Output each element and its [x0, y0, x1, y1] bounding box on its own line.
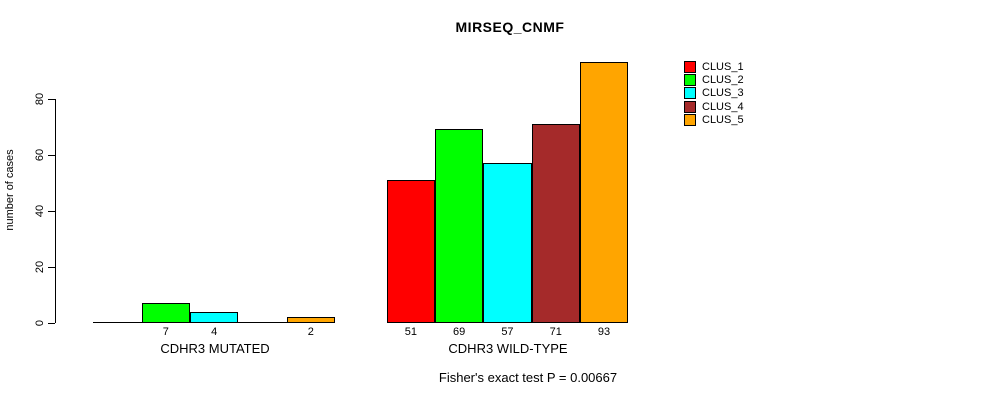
bar-value-label: 7 [162, 326, 169, 338]
legend: CLUS_1 CLUS_2 CLUS_3 CLUS_4 CLUS_5 [684, 60, 744, 126]
bar-clus_5-group2 [579, 62, 629, 323]
bar-clus_2-group1 [141, 303, 190, 323]
y-axis-tick [48, 323, 55, 324]
y-axis-tick-label: 40 [34, 204, 46, 217]
y-axis-tick [48, 98, 55, 100]
bar-clus_5-group1 [286, 317, 335, 323]
y-axis-tick-label: 60 [34, 148, 46, 161]
bar-value-label: 4 [211, 326, 218, 338]
bar-clus_2-group2 [435, 129, 484, 323]
legend-swatch-clus_5 [684, 113, 696, 126]
bar-value-label: 2 [307, 326, 314, 338]
bar-value-label: 93 [597, 326, 611, 338]
y-axis-tick-label: 0 [34, 319, 46, 327]
legend-item-clus_3: CLUS_3 [684, 87, 744, 100]
legend-label: CLUS_2 [702, 73, 744, 86]
bar-clus_4-group2 [531, 123, 580, 323]
bar-value-label: 57 [501, 326, 514, 338]
y-axis-tick [48, 210, 55, 212]
y-axis-tick [48, 154, 55, 156]
y-axis-line [55, 99, 56, 323]
x-axis-group-label-wildtype: CDHR3 WILD-TYPE [448, 341, 568, 356]
y-axis-label: number of cases [4, 149, 16, 231]
legend-swatch-clus_3 [684, 87, 696, 100]
bar-value-label: 69 [453, 326, 466, 338]
bar-clus_1-group2 [386, 179, 435, 323]
legend-item-clus_2: CLUS_2 [684, 73, 744, 86]
y-axis-tick-label: 80 [34, 92, 46, 105]
bar-clus_3-group2 [483, 163, 532, 323]
statistical-test-annotation: Fisher's exact test P = 0.00667 [438, 370, 618, 385]
legend-label: CLUS_3 [702, 87, 744, 100]
chart-title: MIRSEQ_CNMF [455, 19, 565, 35]
x-axis-group-label-mutated: CDHR3 MUTATED [160, 341, 270, 356]
legend-swatch-clus_1 [684, 60, 696, 73]
legend-label: CLUS_1 [702, 60, 744, 73]
legend-item-clus_1: CLUS_1 [684, 60, 744, 73]
legend-swatch-clus_4 [684, 100, 696, 113]
legend-item-clus_4: CLUS_4 [684, 100, 744, 113]
y-axis-tick [48, 266, 55, 268]
bar-value-label: 51 [404, 326, 417, 338]
y-axis-tick-label: 20 [34, 260, 46, 274]
legend-swatch-clus_2 [684, 73, 696, 86]
bar-clus_3-group1 [190, 311, 239, 323]
bar-value-label: 71 [549, 326, 562, 338]
legend-label: CLUS_4 [702, 100, 744, 113]
legend-label: CLUS_5 [702, 113, 744, 126]
legend-item-clus_5: CLUS_5 [684, 113, 744, 126]
